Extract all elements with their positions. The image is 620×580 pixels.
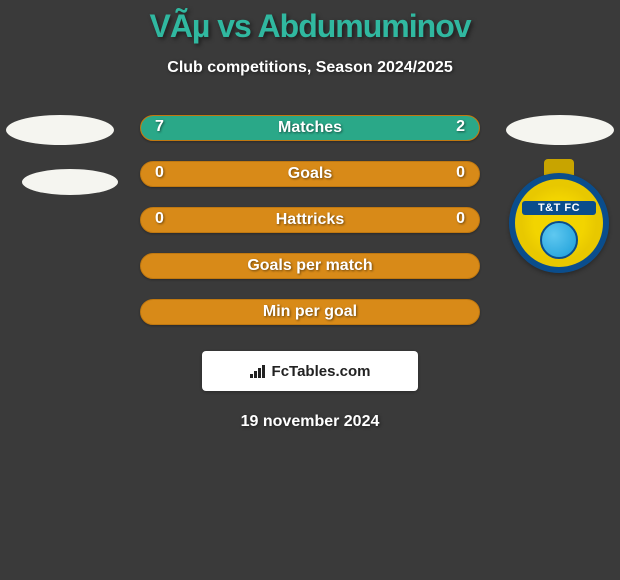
stat-label: Hattricks (276, 211, 344, 229)
stat-value-right: 0 (456, 210, 465, 228)
stat-rows: 7 Matches 2 0 Goals 0 0 Hattricks 0 Goal… (140, 115, 480, 325)
stat-row-goals: 0 Goals 0 (140, 161, 480, 187)
player-right-avatar (506, 115, 614, 145)
stat-label: Goals (288, 165, 332, 183)
badge-ball-icon (540, 221, 578, 259)
player-left-club-badge (22, 169, 118, 195)
player-right-club-badge: T&T FC (508, 163, 610, 281)
stat-value-left: 7 (155, 118, 164, 136)
stats-area: T&T FC 7 Matches 2 0 Goals 0 0 Hattricks… (0, 115, 620, 325)
stat-value-left: 0 (155, 210, 164, 228)
stat-value-right: 2 (456, 118, 465, 136)
stat-fill-right (401, 116, 479, 140)
stat-row-goals-per-match: Goals per match (140, 253, 480, 279)
stat-fill-left (141, 116, 401, 140)
player-left-avatar (6, 115, 114, 145)
badge-text: T&T FC (522, 201, 596, 215)
page-title: VÃµ vs Abdumuminov (0, 0, 620, 45)
brand-box[interactable]: FcTables.com (202, 351, 418, 391)
stat-row-min-per-goal: Min per goal (140, 299, 480, 325)
brand-text: FcTables.com (272, 363, 371, 380)
stat-label: Min per goal (263, 303, 357, 321)
stat-row-matches: 7 Matches 2 (140, 115, 480, 141)
stat-value-left: 0 (155, 164, 164, 182)
stat-value-right: 0 (456, 164, 465, 182)
page-subtitle: Club competitions, Season 2024/2025 (0, 59, 620, 77)
chart-icon (250, 364, 268, 378)
stat-label: Goals per match (247, 257, 372, 275)
stat-row-hattricks: 0 Hattricks 0 (140, 207, 480, 233)
footer-date: 19 november 2024 (0, 413, 620, 431)
stat-label: Matches (278, 119, 342, 137)
